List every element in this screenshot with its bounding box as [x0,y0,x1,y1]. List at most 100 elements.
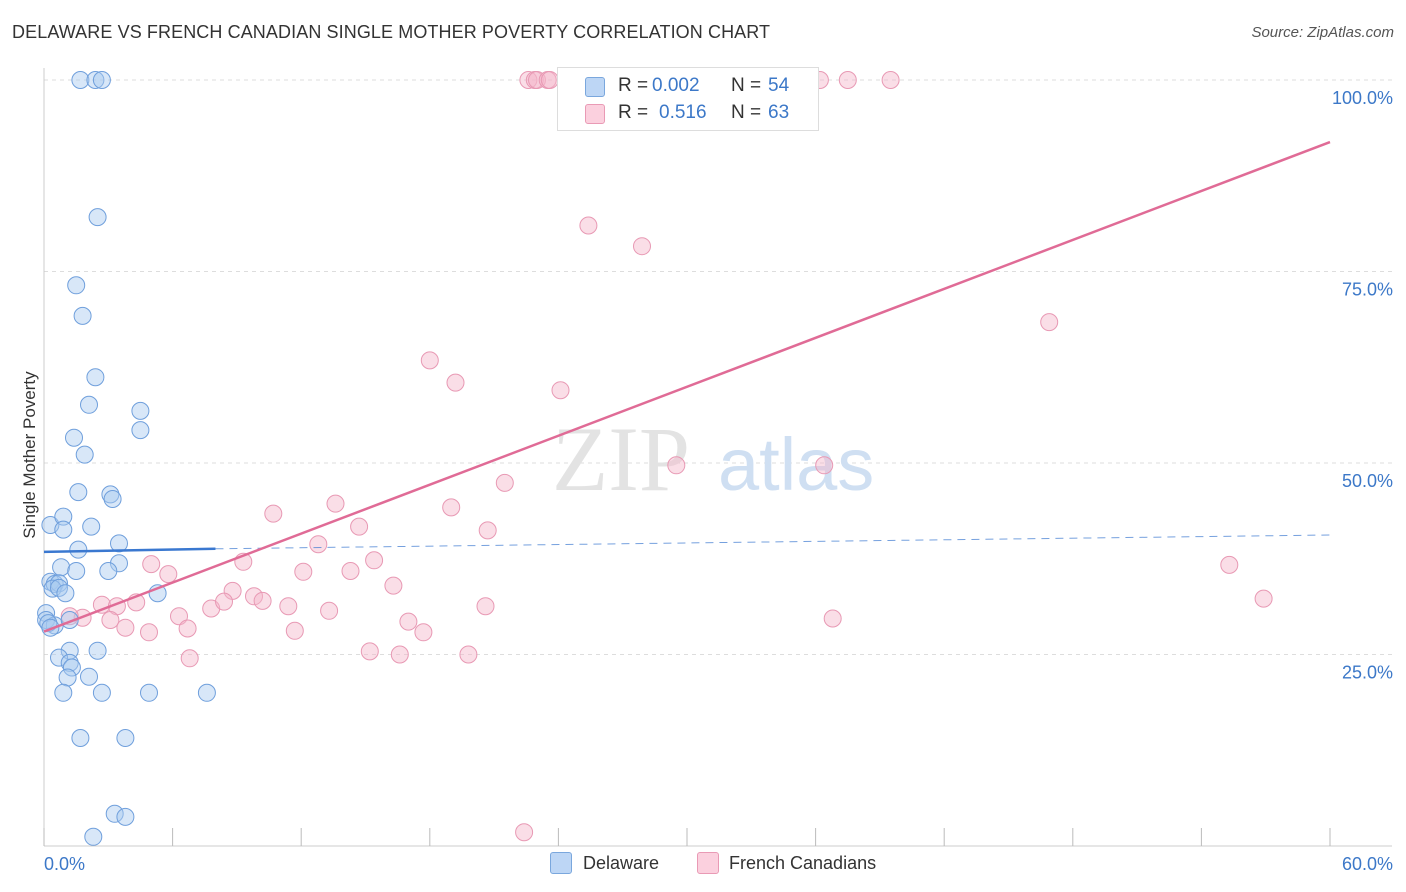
legend-swatch-delaware [585,77,605,97]
delaware-point [82,517,101,536]
legend-label-french-canadians: French Canadians [729,853,877,873]
french-canadians-point [309,535,328,554]
delaware-point [92,71,111,89]
french-canadians-point [116,618,135,637]
delaware-point [54,520,73,539]
delaware-point [86,71,105,89]
french-canadians-point [384,576,403,595]
legend-n-label: N = [731,75,762,96]
delaware-point [105,804,124,823]
french-canadians-point [420,351,439,370]
axes [43,68,1392,847]
french-canadians-point [350,517,369,536]
watermark: ZIP atlas [552,408,874,510]
french-canadians-trend-line [43,140,1331,633]
french-canadians-point [838,71,857,89]
delaware-point [71,729,90,747]
legend-row-delaware: R = 0.002 N = 54 [558,74,818,100]
delaware-point [131,401,150,420]
delaware-point [116,729,135,747]
delaware-trend-extension [215,534,1331,550]
french-canadians-point [476,597,495,616]
french-canadians-point [667,456,686,475]
legend-n-value: 63 [768,102,790,123]
french-canadians-point [1040,313,1059,332]
delaware-point [88,208,107,227]
delaware-point [69,483,88,502]
french-canadians-point [815,456,834,475]
french-canadians-point [320,601,339,620]
delaware-point [50,648,68,667]
delaware-point [60,653,79,672]
delaware-point [58,668,77,687]
legend-label-delaware: Delaware [583,853,660,873]
delaware-point [110,534,128,553]
legend-n-value: 54 [768,75,790,96]
data-points [37,71,1273,846]
legend-r-label: R = [618,75,649,96]
french-canadians-point [264,504,283,523]
french-canadians-point [551,381,570,400]
french-canadians-point [365,551,384,570]
french-canadians-point [170,607,188,626]
french-canadians-point [326,494,345,513]
chart-title: DELAWARE VS FRENCH CANADIAN SINGLE MOTHE… [12,22,771,42]
french-canadians-point [215,592,233,611]
french-canadians-point [180,649,199,668]
french-canadians-point [478,521,497,540]
legend-r-label: R = [618,102,649,123]
french-canadians-point [245,587,263,606]
french-canadians-point [540,71,559,89]
french-canadians-point [399,612,418,631]
delaware-point [62,658,81,677]
y-tick-label: 75.0% [1342,280,1393,300]
french-canadians-point [1220,555,1239,574]
french-canadians-point [528,71,546,89]
y-tick-label: 25.0% [1342,663,1393,683]
trend-lines [43,140,1331,633]
delaware-point [140,683,158,702]
french-canadians-point [101,611,120,629]
delaware-point [52,558,71,577]
delaware-point [80,395,98,414]
legend-r-value: 0.516 [659,102,707,123]
delaware-point [80,667,98,686]
tick-labels: 25.0% 50.0% 75.0% 100.0% 0.0% 60.0% [44,88,1393,874]
french-canadians-point [140,623,158,642]
source-label: Source: ZipAtlas.com [1251,24,1394,41]
french-canadians-point [414,623,433,642]
gridlines [44,79,1392,655]
legend-row-french-canadians: R = 0.516 N = 63 [558,101,818,127]
x-tick-label: 0.0% [44,854,85,874]
delaware-point [69,540,88,559]
french-canadians-point [459,645,478,664]
delaware-point [103,490,122,508]
delaware-point [67,276,86,295]
french-canadians-point [178,619,197,638]
legend-swatch-french-canadians [585,104,605,124]
delaware-point [86,368,105,387]
french-canadians-point [515,823,534,842]
french-canadians-point [294,562,313,581]
legend-stats: R = 0.002 N = 54 R = 0.516 N = 63 [557,67,819,131]
legend-swatch-delaware [550,852,572,874]
delaware-point [54,683,73,702]
legend-n-label: N = [731,102,762,123]
french-canadians-point [1254,589,1273,608]
french-canadians-point [881,71,900,89]
delaware-point [56,584,75,603]
delaware-point [71,71,90,89]
french-canadians-point [633,237,651,256]
french-canadians-point [442,498,461,517]
french-canadians-point [823,609,842,628]
delaware-point [73,306,92,325]
x-tick-label: 60.0% [1342,854,1393,874]
legend-r-value: 0.002 [652,75,700,96]
delaware-point [54,507,73,526]
delaware-point [67,562,86,580]
watermark-zip: ZIP [552,408,690,510]
french-canadians-point [279,597,298,616]
french-canadians-point [253,591,272,610]
french-canadians-point [446,373,465,392]
y-tick-label: 50.0% [1342,471,1393,491]
